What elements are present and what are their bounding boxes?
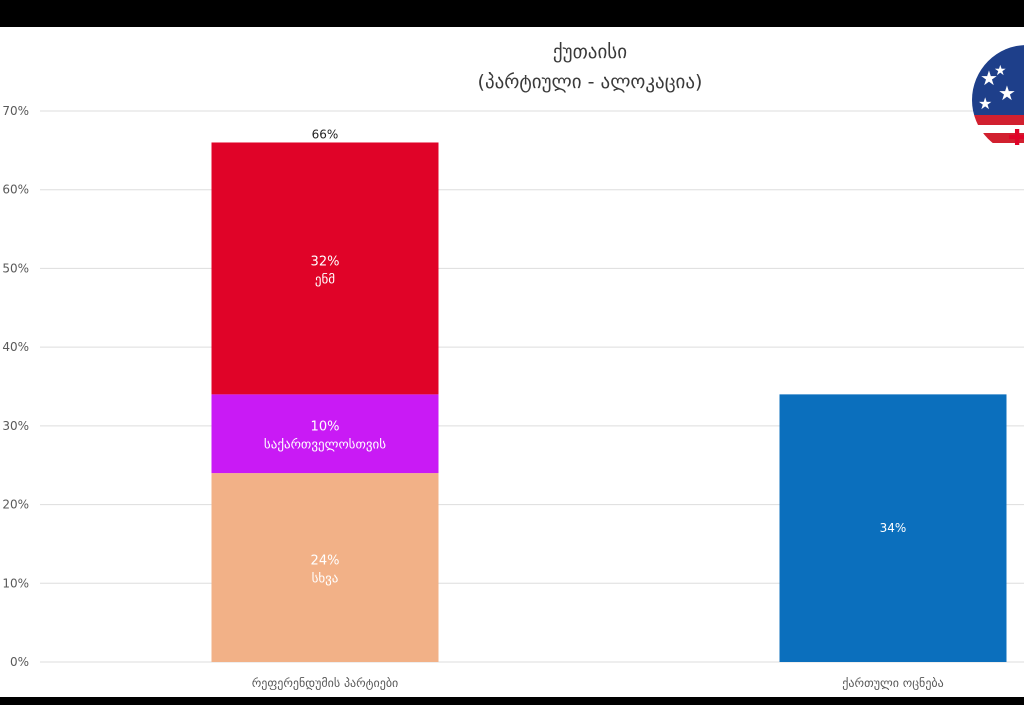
segment-value-label: 34%	[880, 521, 907, 535]
bar-segment	[779, 394, 1007, 662]
y-tick-label: 20%	[2, 498, 29, 512]
y-tick-label: 60%	[2, 183, 29, 197]
y-tick-label: 0%	[10, 655, 29, 669]
bar-segment	[211, 142, 439, 395]
chart-subtitle: (პარტიული - ალოკაცია)	[477, 71, 703, 93]
total-label: 66%	[312, 127, 339, 141]
bar-segment	[211, 394, 439, 474]
chart-frame: ქუთაისი (პარტიული - ალოკაცია) 0% 10% 20% 30…	[0, 27, 1024, 697]
segment-value-label: 10%	[311, 420, 340, 435]
x-category-label: რეფერენდუმის პარტიები	[252, 676, 399, 690]
svg-text:★: ★	[994, 63, 1007, 79]
bar-segment	[211, 473, 439, 662]
segment-value-label: 24%	[311, 554, 340, 569]
y-tick-label: 50%	[2, 261, 29, 275]
svg-text:★: ★	[978, 94, 992, 113]
segment-name-label: ენმ	[315, 272, 335, 287]
chart-title: ქუთაისი	[552, 41, 628, 63]
svg-text:★: ★	[980, 66, 998, 90]
segment-name-label: სხვა	[312, 572, 339, 587]
y-tick-label: 30%	[2, 419, 29, 433]
segment-name-label: საქართველოსთვის	[264, 438, 386, 453]
svg-text:✚: ✚	[1008, 126, 1024, 151]
segment-value-label: 32%	[311, 254, 340, 269]
bar-chart: 0% 10% 20% 30% 40% 50% 60% 70% 24% სხვა 10% საქართვ…	[2, 104, 1024, 690]
y-tick-label: 70%	[2, 104, 29, 118]
y-tick-label: 40%	[2, 340, 29, 354]
x-category-label: ქართული ოცნება	[842, 676, 943, 690]
y-tick-label: 10%	[2, 576, 29, 590]
svg-text:★: ★	[998, 81, 1016, 105]
